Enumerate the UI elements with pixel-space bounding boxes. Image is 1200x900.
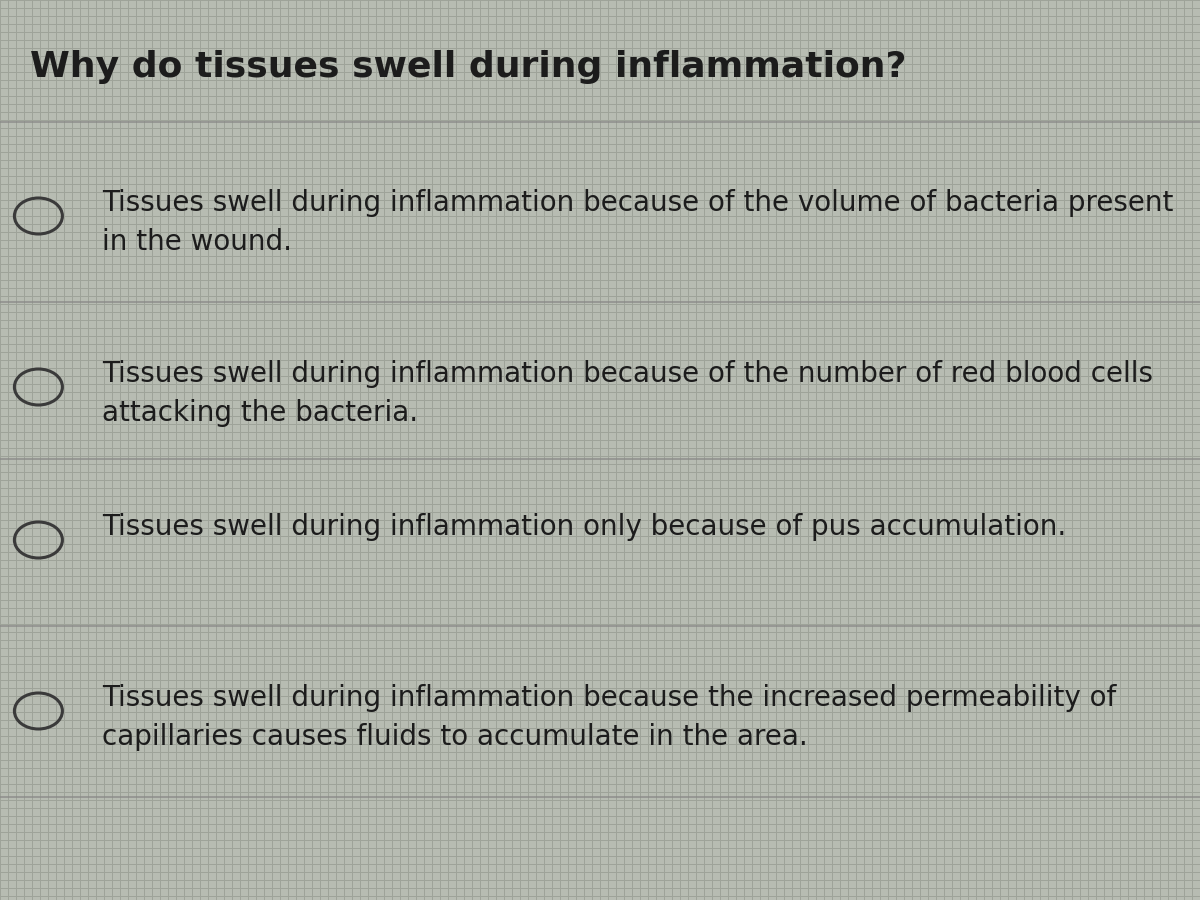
Text: Tissues swell during inflammation because of the volume of bacteria present
in t: Tissues swell during inflammation becaus… <box>102 189 1174 256</box>
Text: Tissues swell during inflammation because of the number of red blood cells
attac: Tissues swell during inflammation becaus… <box>102 360 1153 427</box>
Text: Why do tissues swell during inflammation?: Why do tissues swell during inflammation… <box>30 50 906 84</box>
Text: Tissues swell during inflammation because the increased permeability of
capillar: Tissues swell during inflammation becaus… <box>102 684 1116 751</box>
Text: Tissues swell during inflammation only because of pus accumulation.: Tissues swell during inflammation only b… <box>102 513 1067 541</box>
